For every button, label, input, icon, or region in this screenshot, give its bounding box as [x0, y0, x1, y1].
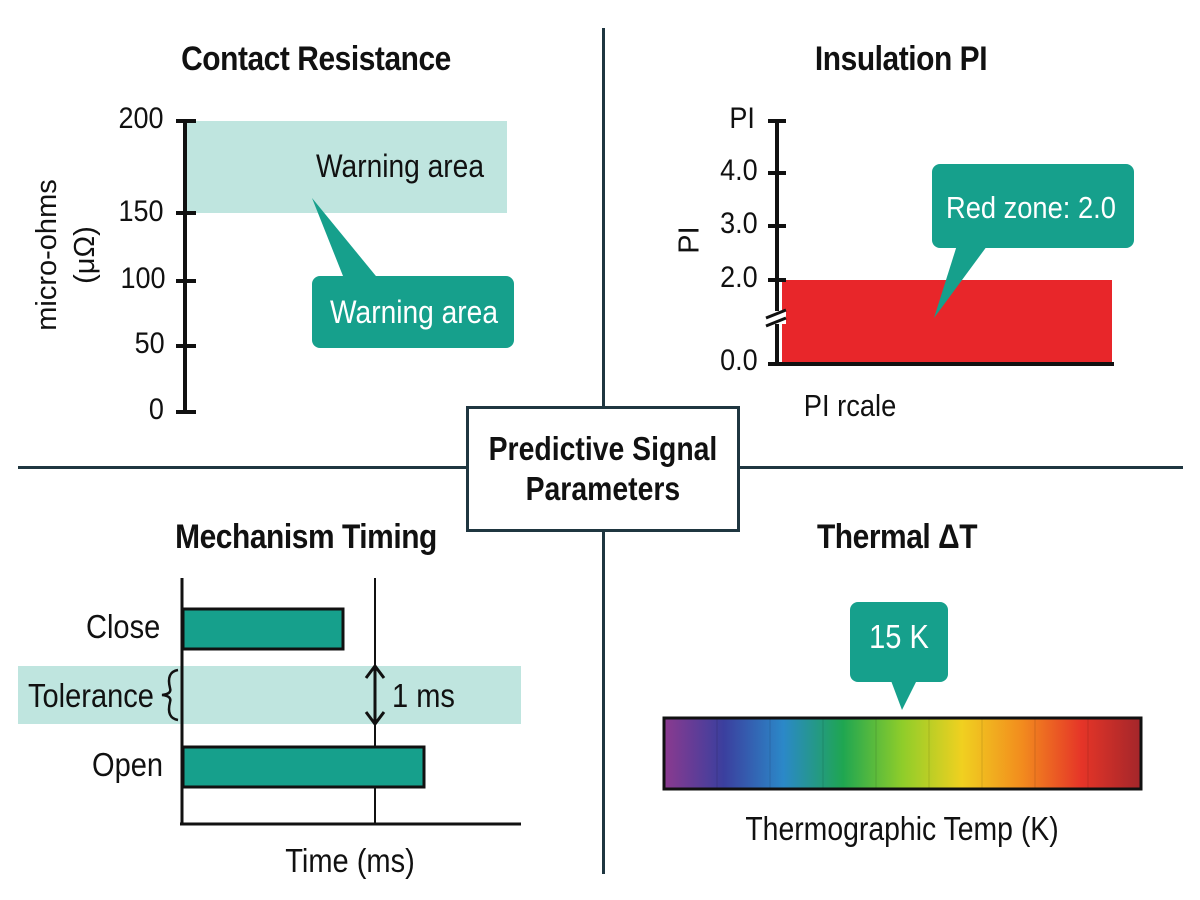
tolerance-value: 1 ms [392, 677, 455, 714]
gradient-segment-edge [1034, 718, 1036, 789]
callout-pointer [890, 678, 918, 710]
red-zone-callout-label: Red zone: 2.0 [946, 190, 1116, 225]
tick-label-0: 0 [148, 393, 164, 426]
contact-resistance-chart [176, 119, 514, 414]
close-label: Close [86, 608, 161, 645]
center-title-box: Predictive Signal Parameters [466, 406, 740, 532]
pi-axis-top-label: PI [729, 102, 755, 135]
callout-box [312, 276, 514, 348]
center-title-line1: Predictive Signal [488, 430, 718, 467]
tick-label-50: 50 [134, 327, 165, 360]
gradient-segment-edge [928, 718, 930, 789]
y-axis-label-line1: micro-ohms [31, 179, 63, 331]
tolerance-brace [161, 668, 179, 722]
open-bar [181, 745, 426, 789]
warning-band [186, 121, 507, 213]
pi-y-axis-label: PI [673, 226, 706, 254]
axis-break-mark-1 [765, 308, 787, 320]
temperature-gradient [664, 718, 1141, 789]
gradient-fill [664, 718, 1141, 789]
open-label: Open [92, 746, 164, 783]
pi-x-axis-label: PI rcale [803, 388, 897, 423]
tick-label-150: 150 [118, 195, 164, 228]
gradient-border [662, 716, 1143, 791]
center-title-line2: Parameters [525, 470, 681, 507]
callout-pointer [312, 198, 380, 281]
thermal-axis-label: Thermographic Temp (K) [745, 810, 1059, 847]
gradient-segment-edge [769, 718, 771, 789]
thermal-chart [662, 602, 1143, 791]
gradient-segment-edge [822, 718, 824, 789]
y-axis-label-line2: (μΩ) [69, 226, 101, 284]
tick-label-4: 4.0 [720, 154, 758, 187]
tolerance-band [18, 666, 521, 724]
tick-label-2: 2.0 [720, 261, 758, 294]
warning-band-label: Warning area [316, 148, 484, 184]
insulation-pi-title: Insulation PI [814, 40, 988, 78]
mechanism-timing-chart [18, 578, 521, 826]
callout-box [850, 602, 948, 682]
tick-label-100: 100 [120, 262, 166, 295]
gradient-segment-edge [716, 718, 718, 789]
tick-label-3: 3.0 [720, 207, 758, 240]
tick-label-200: 200 [118, 102, 164, 135]
axis-break-mark-2 [765, 316, 787, 328]
contact-resistance-title: Contact Resistance [181, 40, 451, 78]
gradient-segment-edge [1087, 718, 1089, 789]
tolerance-arrow-head-down [364, 711, 386, 727]
thermal-callout-label: 15 K [869, 618, 929, 655]
mechanism-timing-title: Mechanism Timing [175, 518, 437, 556]
tolerance-label: Tolerance [28, 677, 154, 714]
callout-box [932, 164, 1134, 248]
callout-pointer [934, 242, 990, 318]
gradient-segment-edge [981, 718, 983, 789]
tick-label-0: 0.0 [720, 344, 758, 377]
time-axis-label: Time (ms) [285, 842, 415, 879]
gradient-segment-edge [875, 718, 877, 789]
tolerance-arrow-head-up [364, 663, 386, 679]
close-bar [181, 607, 345, 651]
callout-label: Warning area [330, 294, 498, 330]
thermal-title: Thermal ΔT [816, 518, 978, 556]
insulation-pi-chart [765, 119, 1134, 366]
